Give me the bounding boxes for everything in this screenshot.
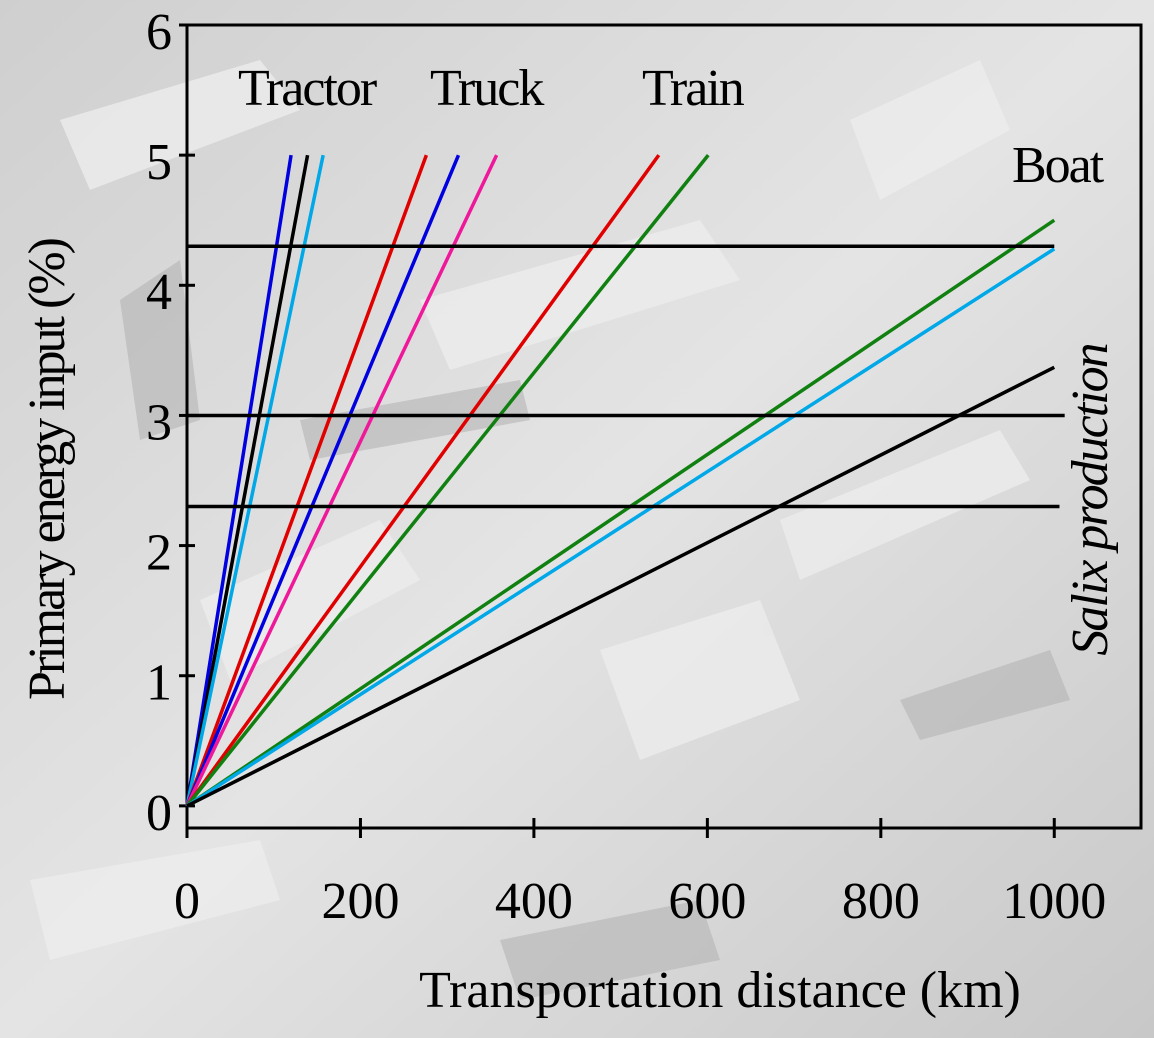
y-tick-label: 0 — [146, 785, 172, 842]
y-tick-label: 4 — [146, 264, 172, 321]
annotation: Boat — [1012, 137, 1105, 194]
y-tick-label: 6 — [146, 4, 172, 61]
annotation: Train — [642, 60, 745, 117]
y-axis-title: Primary energy input (%) — [19, 238, 76, 700]
y-tick-label: 3 — [146, 394, 172, 451]
x-tick-label: 800 — [842, 873, 920, 930]
x-tick-label: 400 — [495, 873, 573, 930]
annotation: Salix production — [1062, 344, 1119, 655]
x-tick-label: 0 — [174, 873, 200, 930]
x-tick-label: 200 — [321, 873, 399, 930]
y-tick-label: 1 — [146, 655, 172, 712]
chart: Transportation distance (km) Primary ene… — [0, 0, 1154, 1038]
y-tick-label: 5 — [146, 134, 172, 191]
y-tick-label: 2 — [146, 525, 172, 582]
annotation: Truck — [430, 60, 544, 117]
annotation: Tractor — [238, 60, 377, 117]
x-axis-title: Transportation distance (km) — [419, 962, 1021, 1019]
x-tick-label: 600 — [668, 873, 746, 930]
x-tick-label: 1000 — [1002, 873, 1106, 930]
